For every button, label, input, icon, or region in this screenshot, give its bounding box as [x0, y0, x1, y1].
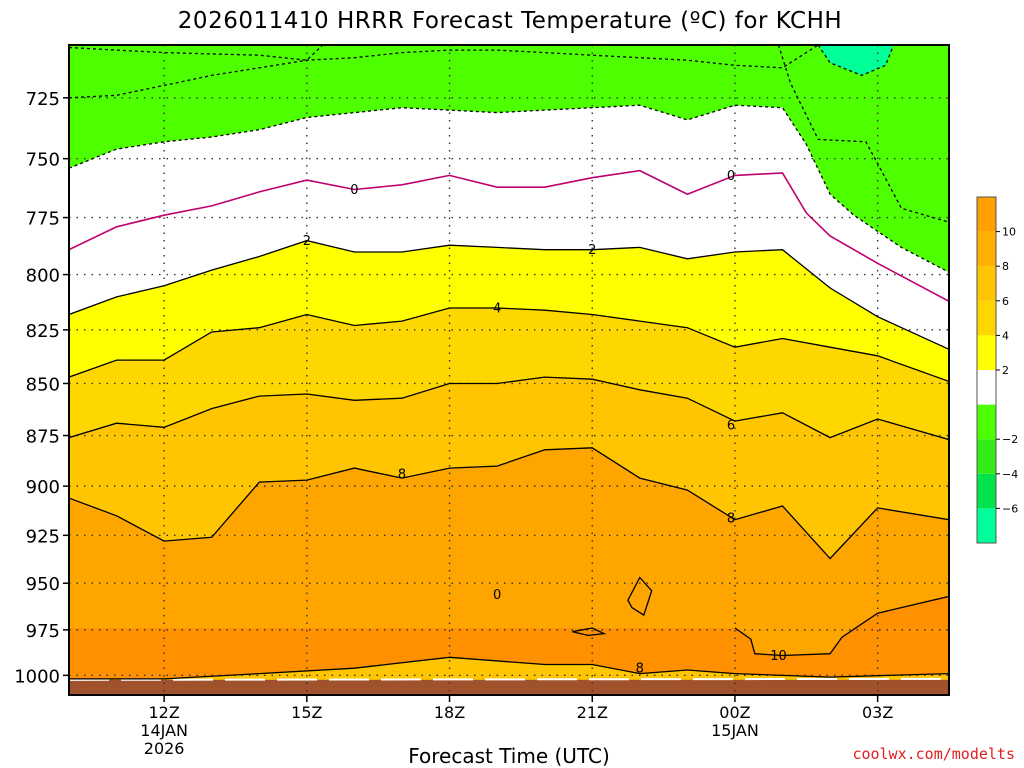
- band-fill-10: [69, 596, 949, 695]
- isotherm-6: [69, 376, 949, 441]
- contour-label: 10: [770, 649, 787, 664]
- credit-text: coolwx.com/modelts: [852, 745, 1015, 763]
- colorbar-swatch: [977, 370, 996, 405]
- y-tick-label: 875: [26, 427, 60, 448]
- colorbar-tick-label: 2: [1002, 364, 1009, 377]
- colorbar-swatch: [977, 335, 996, 370]
- y-tick-label: 850: [26, 374, 60, 395]
- ground-surface: [69, 679, 949, 695]
- colorbar-swatch: [977, 300, 996, 336]
- colorbar-tick-label: 6: [1002, 295, 1009, 308]
- isotherm-minus6: [817, 45, 895, 77]
- colorbar-swatch: [977, 231, 996, 267]
- contour-label: 0: [493, 588, 501, 603]
- x-tick-date-label: 14JAN: [140, 721, 188, 740]
- contour-label: 0: [727, 169, 735, 184]
- isotherm-minus4: [69, 45, 819, 99]
- y-tick-label: 900: [26, 477, 60, 498]
- isotherm-8: [69, 447, 949, 560]
- isotherm-8: [627, 576, 653, 617]
- isotherm-10: [572, 627, 607, 637]
- colorbar-tick-label: −6: [1002, 502, 1018, 515]
- x-tick-label: 15Z: [291, 703, 322, 722]
- colorbar-swatch: [977, 404, 996, 440]
- y-tick-label: 725: [26, 89, 60, 110]
- colorbar-tick-label: 10: [1002, 226, 1016, 239]
- isotherm-2: [69, 239, 949, 350]
- x-tick-date-label: 2026: [144, 739, 185, 758]
- contour-label: 2: [303, 234, 311, 249]
- band-fill-10-small: [572, 628, 605, 636]
- y-tick-label: 775: [26, 209, 60, 230]
- y-tick-label: 750: [26, 150, 60, 171]
- contour-label: 0: [350, 183, 358, 198]
- isotherm-4: [69, 307, 949, 383]
- isotherm-10: [734, 595, 949, 657]
- chart-title: 2026011410 HRRR Forecast Temperature (ºC…: [178, 8, 842, 34]
- x-tick-date-label: 15JAN: [711, 721, 759, 740]
- contour-label: 4: [493, 301, 501, 316]
- isotherm-8: [69, 656, 949, 680]
- colorbar-swatch: [977, 266, 996, 301]
- contour-label: 6: [727, 419, 735, 434]
- colorbar-swatch: [977, 508, 996, 543]
- contour-label: 8: [398, 468, 406, 483]
- x-tick-label: 21Z: [577, 703, 608, 722]
- colorbar-swatch: [977, 473, 996, 509]
- band-fill-minus6-top-right: [818, 45, 894, 76]
- y-tick-label: 1000: [14, 666, 60, 687]
- y-tick-label: 925: [26, 526, 60, 547]
- x-tick-label: 03Z: [862, 703, 893, 722]
- plot-area: 0 0 2 2 4 6 8 8 8 10 0: [69, 45, 949, 695]
- contour-label: 2: [588, 243, 596, 258]
- colorbar-tick-label: 8: [1002, 260, 1009, 273]
- colorbar-tick-label: 4: [1002, 329, 1009, 342]
- x-tick-label: 00Z: [719, 703, 750, 722]
- y-tick-label: 950: [26, 574, 60, 595]
- y-tick-label: 975: [26, 621, 60, 642]
- y-tick-label: 800: [26, 266, 60, 287]
- plot-frame: [68, 44, 950, 696]
- contour-label: 8: [636, 662, 644, 677]
- band-fill-8-small: [627, 577, 652, 616]
- colorbar-tick-label: −2: [1002, 433, 1018, 446]
- colorbar-tick-label: −4: [1002, 468, 1018, 481]
- x-tick-label: 12Z: [148, 703, 179, 722]
- isotherm-minus2: [69, 104, 949, 273]
- x-tick-label: 18Z: [434, 703, 465, 722]
- isotherm-minus6: [69, 45, 324, 61]
- isotherm-minus4: [777, 45, 949, 223]
- isotherm-0: [69, 169, 949, 303]
- surface-line: [69, 677, 949, 681]
- y-tick-label: 825: [26, 321, 60, 342]
- x-axis-label: Forecast Time (UTC): [408, 744, 610, 768]
- colorbar-swatch: [977, 439, 996, 474]
- colorbar-swatch: [977, 197, 996, 232]
- contour-label: 8: [727, 511, 735, 526]
